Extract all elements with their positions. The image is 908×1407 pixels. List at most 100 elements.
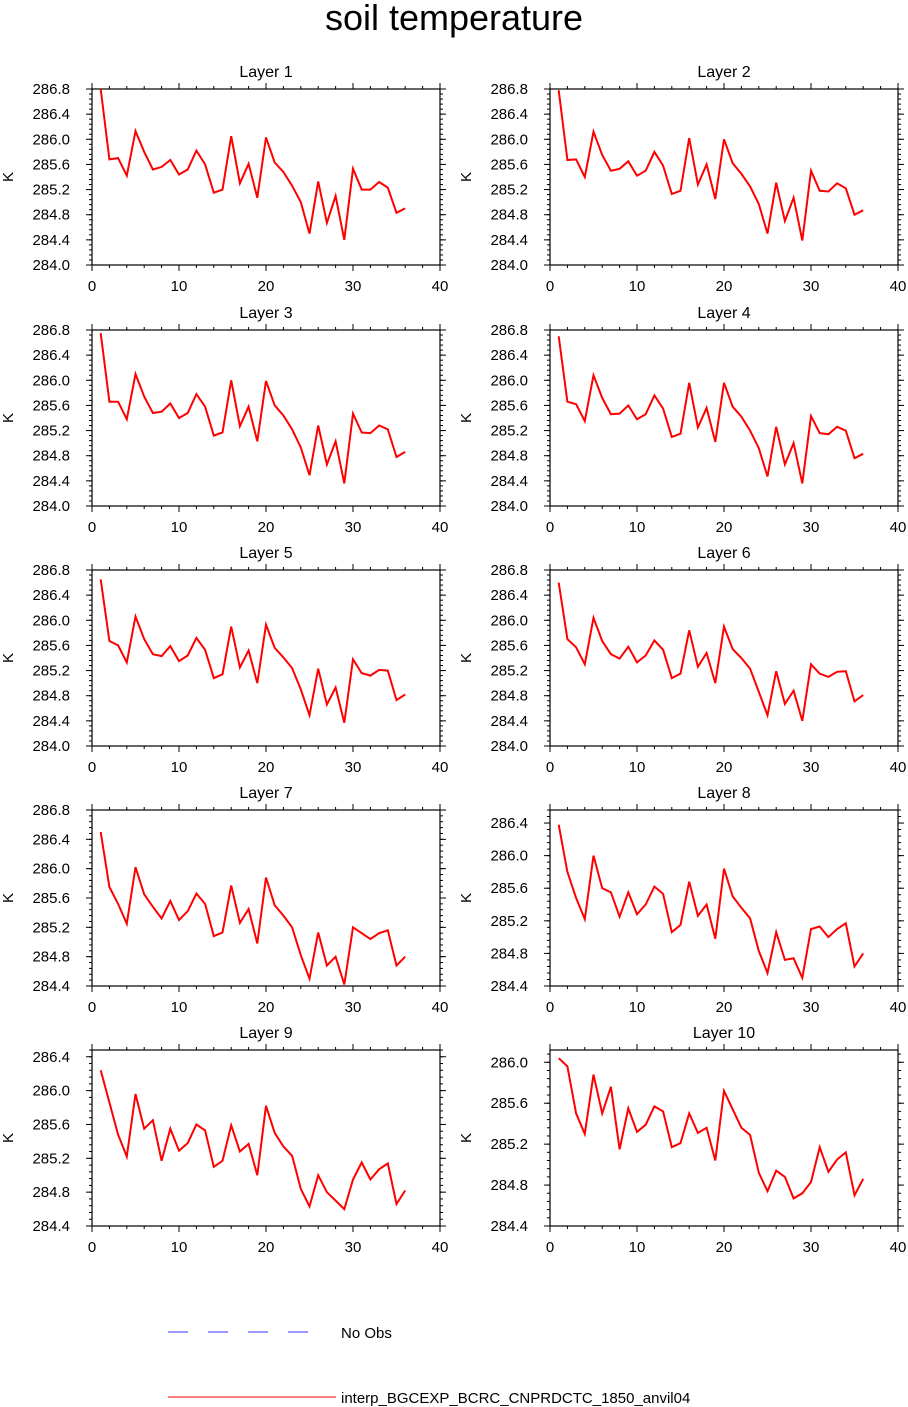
x-tick-label: 0 (546, 278, 554, 295)
y-tick-label: 286.0 (490, 612, 528, 629)
y-tick-label: 286.8 (32, 322, 70, 339)
y-tick-label: 285.2 (32, 1150, 70, 1167)
y-tick-label: 286.0 (32, 861, 70, 878)
y-tick-label: 286.8 (490, 562, 528, 579)
y-tick-label: 284.4 (32, 978, 70, 995)
panel-layer-6: Layer 6 K 284.0 284.4 284.8 285.2 285.6 286.0 28… (458, 545, 906, 776)
x-tick-label: 0 (546, 999, 554, 1016)
x-tick-label: 0 (88, 999, 96, 1016)
y-tick-label: 284.8 (32, 688, 70, 705)
y-axis-label: K (458, 893, 475, 903)
y-tick-label: 285.2 (490, 182, 528, 199)
y-tick-label: 286.0 (490, 131, 528, 148)
series-line (557, 90, 864, 241)
x-tick-label: 0 (88, 759, 96, 776)
y-tick-label: 286.4 (32, 106, 70, 123)
panel-title: Layer 8 (697, 785, 750, 802)
y-tick-label: 285.2 (490, 663, 528, 680)
x-tick-label: 40 (432, 519, 449, 536)
y-axis-label: K (458, 413, 475, 423)
plot-frame (549, 1049, 899, 1227)
panel-title: Layer 2 (697, 64, 750, 81)
y-tick-label: 285.6 (32, 156, 70, 173)
y-tick-label: 286.4 (32, 1049, 70, 1066)
series-line (99, 579, 406, 723)
x-tick-label: 30 (803, 999, 820, 1016)
plot-frame (91, 88, 441, 266)
x-tick-label: 40 (890, 519, 907, 536)
series-line (99, 88, 406, 241)
panel-title: Layer 5 (239, 545, 292, 562)
y-tick-label: 285.2 (490, 913, 528, 930)
y-tick-label: 284.8 (490, 1177, 528, 1194)
x-tick-label: 10 (171, 999, 188, 1016)
x-tick-label: 20 (258, 759, 275, 776)
series-line (557, 824, 865, 982)
y-tick-label: 284.4 (32, 713, 70, 730)
x-tick-label: 20 (258, 278, 275, 295)
y-tick-label: 284.4 (490, 232, 528, 249)
series-line (557, 336, 864, 484)
y-tick-label: 284.0 (490, 257, 528, 274)
y-tick-label: 284.4 (32, 473, 70, 490)
y-axis-label: K (458, 1133, 475, 1143)
y-tick-label: 286.4 (490, 815, 528, 832)
series-line (558, 1057, 865, 1200)
y-axis-label: K (0, 413, 17, 423)
series-line (557, 582, 864, 722)
panel-title: Layer 6 (697, 545, 750, 562)
y-axis-label: K (0, 893, 17, 903)
y-tick-label: 286.4 (32, 831, 70, 848)
y-tick-label: 285.6 (490, 637, 528, 654)
x-tick-label: 30 (803, 278, 820, 295)
panel-title: Layer 10 (693, 1025, 755, 1042)
panel-title: Layer 3 (239, 305, 292, 322)
y-tick-label: 285.2 (32, 663, 70, 680)
legend-no-obs-label: No Obs (341, 1325, 392, 1342)
x-tick-label: 20 (258, 519, 275, 536)
x-tick-label: 40 (432, 759, 449, 776)
x-tick-label: 20 (716, 278, 733, 295)
y-tick-label: 284.4 (32, 1218, 70, 1235)
x-tick-label: 0 (546, 519, 554, 536)
series-line (99, 831, 406, 985)
plot-frame (549, 809, 899, 987)
x-tick-label: 0 (88, 1239, 96, 1256)
y-axis-label: K (458, 172, 475, 182)
x-tick-label: 10 (629, 519, 646, 536)
x-tick-label: 10 (629, 278, 646, 295)
plot-frame (91, 1049, 441, 1227)
y-tick-label: 284.0 (32, 738, 70, 755)
y-tick-label: 286.8 (32, 562, 70, 579)
y-tick-label: 286.0 (32, 1083, 70, 1100)
x-tick-label: 30 (345, 519, 362, 536)
x-tick-label: 30 (345, 759, 362, 776)
y-tick-label: 286.0 (32, 131, 70, 148)
x-tick-label: 20 (716, 519, 733, 536)
y-tick-label: 284.8 (32, 949, 70, 966)
legend: No Obs interp_BGCEXP_BCRC_CNPRDCTC_1850_… (168, 1325, 690, 1407)
y-tick-label: 286.0 (32, 612, 70, 629)
x-tick-label: 10 (171, 1239, 188, 1256)
y-tick-label: 286.0 (490, 1054, 528, 1071)
panels-container: Layer 1 K 284.0 284.4 284.8 285.2 285.6 286.0 28… (0, 64, 906, 1256)
y-tick-label: 284.4 (490, 713, 528, 730)
y-tick-label: 285.2 (32, 919, 70, 936)
x-tick-label: 30 (803, 519, 820, 536)
panel-layer-5: Layer 5 K 284.0 284.4 284.8 285.2 285.6 286.0 28… (0, 545, 448, 776)
x-tick-label: 40 (432, 999, 449, 1016)
y-tick-label: 286.0 (490, 848, 528, 865)
x-tick-label: 0 (88, 519, 96, 536)
y-tick-label: 284.0 (32, 498, 70, 515)
y-tick-label: 285.2 (32, 423, 70, 440)
y-tick-label: 286.8 (490, 322, 528, 339)
plot-frame (91, 329, 441, 507)
x-tick-label: 20 (258, 999, 275, 1016)
legend-model-label: interp_BGCEXP_BCRC_CNPRDCTC_1850_anvil04 (341, 1390, 690, 1407)
x-tick-label: 10 (171, 519, 188, 536)
panel-layer-9: Layer 9 K 284.4 284.8 285.2 285.6 286.0 286.4 0 1… (0, 1025, 448, 1256)
x-tick-label: 40 (890, 278, 907, 295)
plot-frame (549, 329, 899, 507)
y-tick-label: 284.8 (490, 448, 528, 465)
y-tick-label: 285.6 (32, 1116, 70, 1133)
